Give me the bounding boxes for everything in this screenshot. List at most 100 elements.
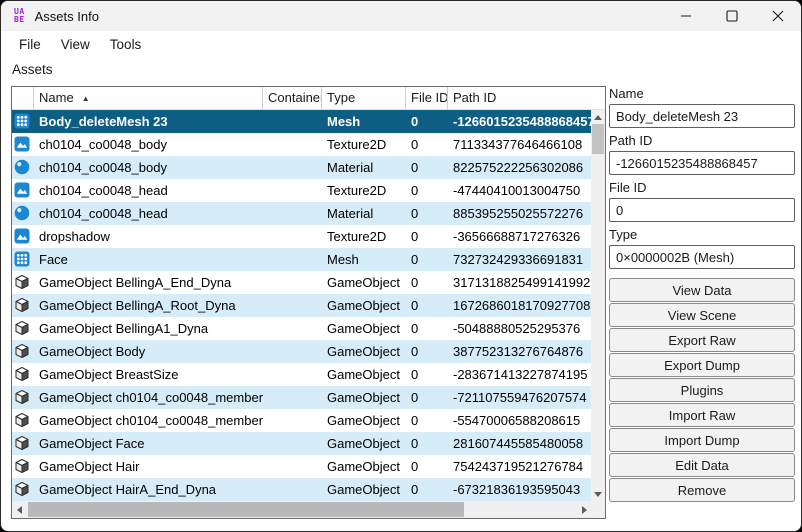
cell-path-id: 711334377646466108 (448, 133, 591, 156)
column-header-type[interactable]: Type (322, 87, 406, 109)
table-row[interactable]: GameObject BellingA_Root_DynaGameObject0… (12, 294, 591, 317)
cell-file-id: 0 (406, 110, 448, 133)
assets-section-label: Assets (12, 62, 53, 77)
minimize-button[interactable] (663, 1, 709, 31)
gameobject-icon (14, 366, 30, 382)
cell-path-id: -55470006588208615 (448, 409, 591, 432)
table-row[interactable]: GameObject BreastSizeGameObject0-2836714… (12, 363, 591, 386)
edit-data-button[interactable]: Edit Data (609, 453, 795, 477)
import-dump-button[interactable]: Import Dump (609, 428, 795, 452)
gameobject-icon (14, 389, 30, 405)
cell-icon (12, 363, 34, 386)
table-row[interactable]: Body_deleteMesh 23Mesh0-1266015235488868… (12, 110, 591, 133)
cell-container (263, 340, 322, 363)
table-row[interactable]: ch0104_co0048_bodyTexture2D0711334377646… (12, 133, 591, 156)
cell-icon (12, 202, 34, 225)
material-icon (14, 159, 30, 175)
cell-file-id: 0 (406, 340, 448, 363)
cell-file-id: 0 (406, 363, 448, 386)
cell-icon (12, 179, 34, 202)
table-row[interactable]: GameObject BodyGameObject038775231327676… (12, 340, 591, 363)
scroll-right-icon[interactable] (577, 501, 591, 518)
scroll-left-icon[interactable] (12, 501, 26, 518)
maximize-button[interactable] (709, 1, 755, 31)
table-row[interactable]: ch0104_co0048_headTexture2D0-47440410013… (12, 179, 591, 202)
table-row[interactable]: FaceMesh0732732429336691831 (12, 248, 591, 271)
scrollbar-corner (591, 501, 605, 518)
remove-button[interactable]: Remove (609, 478, 795, 502)
column-header-name-label: Name (39, 90, 74, 105)
table-row[interactable]: GameObject ch0104_co0048_memberGameObjec… (12, 409, 591, 432)
plugins-button[interactable]: Plugins (609, 378, 795, 402)
close-button[interactable] (755, 1, 801, 31)
table-row[interactable]: GameObject FaceGameObject028160744558548… (12, 432, 591, 455)
cell-type: GameObject (322, 271, 406, 294)
menu-file[interactable]: File (9, 34, 51, 55)
column-header-name[interactable]: Name▲ (34, 87, 263, 109)
cell-path-id: 281607445585480058 (448, 432, 591, 455)
menu-view[interactable]: View (51, 34, 100, 55)
cell-container (263, 363, 322, 386)
cell-name: Face (34, 248, 263, 271)
cell-icon (12, 248, 34, 271)
view-scene-button[interactable]: View Scene (609, 303, 795, 327)
mesh-icon (14, 113, 30, 129)
cell-icon (12, 432, 34, 455)
cell-path-id: -47440410013004750 (448, 179, 591, 202)
cell-file-id: 0 (406, 271, 448, 294)
cell-file-id: 0 (406, 409, 448, 432)
cell-name: GameObject BreastSize (34, 363, 263, 386)
column-header-container[interactable]: Container (263, 87, 322, 109)
export-dump-button[interactable]: Export Dump (609, 353, 795, 377)
name-input[interactable] (609, 104, 795, 128)
table-row[interactable]: ch0104_co0048_headMaterial08853952550255… (12, 202, 591, 225)
column-header-file-id[interactable]: File ID (406, 87, 448, 109)
cell-file-id: 0 (406, 432, 448, 455)
vertical-scrollbar-thumb[interactable] (592, 124, 604, 154)
view-data-button[interactable]: View Data (609, 278, 795, 302)
cell-type: GameObject (322, 294, 406, 317)
table-row[interactable]: ch0104_co0048_bodyMaterial08225752222563… (12, 156, 591, 179)
horizontal-scrollbar[interactable] (12, 501, 591, 518)
vertical-scrollbar[interactable] (591, 110, 605, 501)
cell-path-id: -67321836193595043 (448, 478, 591, 501)
cell-container (263, 110, 322, 133)
file-id-input[interactable] (609, 198, 795, 222)
scroll-up-icon[interactable] (591, 110, 605, 124)
cell-file-id: 0 (406, 179, 448, 202)
cell-path-id: -36566688717276326 (448, 225, 591, 248)
horizontal-scrollbar-thumb[interactable] (28, 502, 464, 517)
menu-tools[interactable]: Tools (100, 34, 152, 55)
table-row[interactable]: GameObject HairGameObject075424371952127… (12, 455, 591, 478)
cell-icon (12, 225, 34, 248)
mesh-icon (14, 251, 30, 267)
table-row[interactable]: GameObject BellingA_End_DynaGameObject03… (12, 271, 591, 294)
scroll-down-icon[interactable] (591, 487, 605, 501)
table-row[interactable]: GameObject HairA_End_DynaGameObject0-673… (12, 478, 591, 501)
window-title: Assets Info (35, 9, 99, 24)
cell-icon (12, 271, 34, 294)
table-row[interactable]: GameObject ch0104_co0048_memberGameObjec… (12, 386, 591, 409)
export-raw-button[interactable]: Export Raw (609, 328, 795, 352)
cell-type: GameObject (322, 409, 406, 432)
cell-name: ch0104_co0048_body (34, 156, 263, 179)
cell-file-id: 0 (406, 156, 448, 179)
cell-container (263, 133, 322, 156)
cell-file-id: 0 (406, 478, 448, 501)
gameobject-icon (14, 481, 30, 497)
cell-container (263, 294, 322, 317)
import-raw-button[interactable]: Import Raw (609, 403, 795, 427)
column-header-icon[interactable] (12, 87, 34, 109)
gameobject-icon (14, 297, 30, 313)
table-row[interactable]: dropshadowTexture2D0-36566688717276326 (12, 225, 591, 248)
type-input[interactable] (609, 245, 795, 269)
table-row[interactable]: GameObject BellingA1_DynaGameObject0-504… (12, 317, 591, 340)
cell-container (263, 478, 322, 501)
cell-icon (12, 156, 34, 179)
path-id-input[interactable] (609, 151, 795, 175)
titlebar[interactable]: UA BE Assets Info (1, 1, 801, 31)
cell-path-id: 885395255025572276 (448, 202, 591, 225)
cell-icon (12, 455, 34, 478)
column-header-path-id[interactable]: Path ID (448, 87, 605, 109)
cell-container (263, 386, 322, 409)
